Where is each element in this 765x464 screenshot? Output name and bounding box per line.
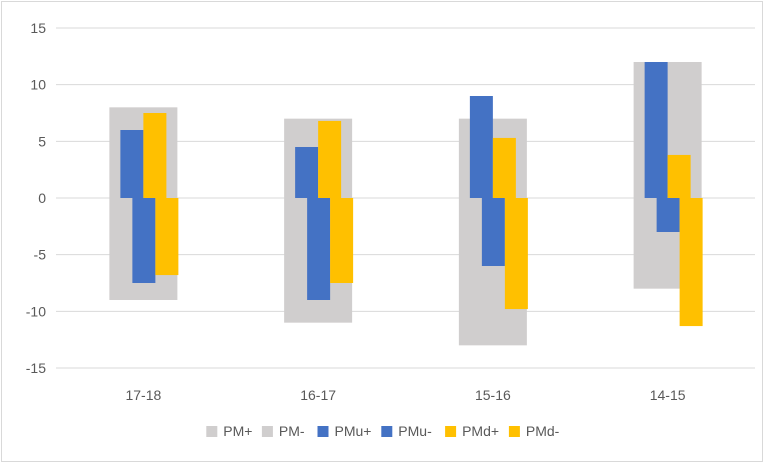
legend-swatch xyxy=(261,426,273,437)
y-tick-label: 15 xyxy=(30,20,46,36)
bar-pmd-plus xyxy=(492,137,516,198)
bar-pmd-plus xyxy=(143,113,167,198)
x-tick-label: 14-15 xyxy=(650,387,686,403)
legend-label: PMu- xyxy=(398,423,432,439)
bar-pmu-minus xyxy=(481,198,505,266)
y-tick-label: -10 xyxy=(26,303,46,319)
bar-pmu-minus xyxy=(656,198,680,232)
y-tick-label: 10 xyxy=(30,77,46,93)
y-tick-label: -15 xyxy=(26,360,46,376)
bar-pmd-minus xyxy=(330,198,354,283)
bar-pmd-plus xyxy=(667,154,691,198)
legend-swatch xyxy=(508,426,520,437)
x-tick-label: 16-17 xyxy=(300,387,336,403)
bar-pmd-minus xyxy=(504,198,528,310)
y-tick-label: 0 xyxy=(38,190,46,206)
legend-swatch xyxy=(445,426,457,437)
bar-pmu-plus xyxy=(295,147,319,198)
bar-pmu-plus xyxy=(644,62,668,198)
x-tick-label: 17-18 xyxy=(125,387,161,403)
legend-swatch xyxy=(317,426,329,437)
legend-label: PMd- xyxy=(526,423,560,439)
bar-pmd-minus xyxy=(679,198,703,327)
y-tick-label: 5 xyxy=(38,133,46,149)
legend-label: PMu+ xyxy=(335,423,372,439)
bar-pmu-minus xyxy=(132,198,156,283)
bar-pmu-plus xyxy=(469,96,493,198)
bar-pmu-minus xyxy=(307,198,331,300)
bar-pmd-plus xyxy=(318,120,342,198)
legend-swatch xyxy=(381,426,393,437)
bar-pmu-plus xyxy=(120,130,144,198)
legend-label: PM+ xyxy=(223,423,252,439)
y-tick-label: -5 xyxy=(34,247,47,263)
legend-label: PM- xyxy=(279,423,305,439)
x-tick-label: 15-16 xyxy=(475,387,511,403)
legend-swatch xyxy=(206,426,218,437)
legend-label: PMd+ xyxy=(462,423,499,439)
bar-pmd-minus xyxy=(155,198,179,276)
